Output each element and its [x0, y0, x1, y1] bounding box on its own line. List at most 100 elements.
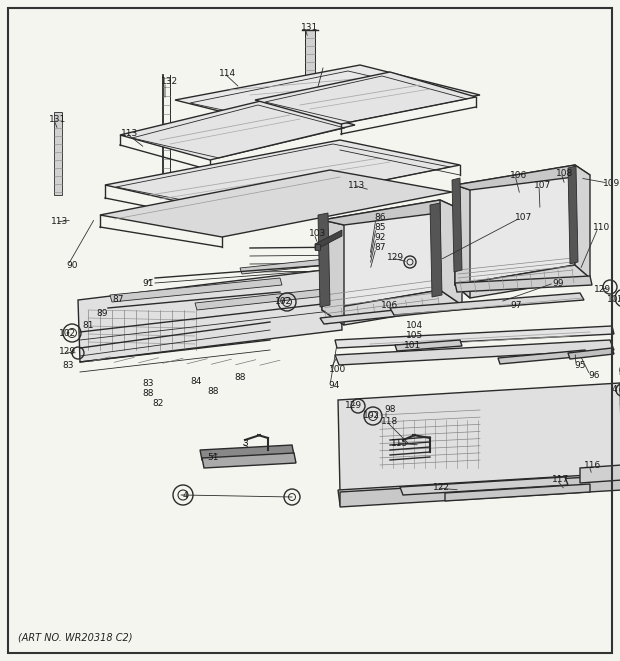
Polygon shape [338, 473, 620, 505]
Text: 81: 81 [82, 321, 94, 329]
Text: 102: 102 [608, 295, 620, 305]
Text: 106: 106 [381, 301, 399, 311]
Polygon shape [445, 484, 590, 501]
Text: 101: 101 [404, 340, 422, 350]
Polygon shape [440, 200, 462, 305]
Text: 83: 83 [142, 379, 154, 387]
Text: 115: 115 [391, 438, 409, 447]
Text: 99: 99 [552, 278, 564, 288]
Text: 92: 92 [374, 233, 386, 243]
Polygon shape [322, 200, 440, 310]
Polygon shape [580, 465, 620, 483]
Text: 129: 129 [60, 348, 76, 356]
Text: 105: 105 [406, 330, 423, 340]
Polygon shape [340, 248, 462, 269]
Text: (ART NO. WR20318 C2): (ART NO. WR20318 C2) [18, 633, 133, 643]
Polygon shape [105, 140, 460, 212]
Text: 129: 129 [595, 286, 611, 295]
Text: 113: 113 [51, 217, 69, 227]
Polygon shape [400, 477, 568, 495]
Text: 104: 104 [407, 321, 423, 329]
Polygon shape [340, 475, 620, 507]
Text: 100: 100 [329, 366, 347, 375]
Text: 113: 113 [122, 128, 139, 137]
Polygon shape [455, 185, 470, 298]
Text: 85: 85 [374, 223, 386, 233]
Text: 122: 122 [433, 483, 450, 492]
Polygon shape [455, 265, 590, 298]
Text: 88: 88 [234, 373, 246, 383]
Text: 84: 84 [190, 377, 202, 385]
Text: 110: 110 [593, 223, 611, 233]
Text: 88: 88 [207, 387, 219, 395]
Polygon shape [455, 276, 592, 292]
Text: 87: 87 [374, 243, 386, 253]
Polygon shape [318, 213, 330, 307]
Text: 94: 94 [329, 381, 340, 389]
Text: 118: 118 [381, 416, 399, 426]
Polygon shape [322, 220, 344, 325]
Polygon shape [78, 268, 342, 362]
Text: 107: 107 [515, 214, 533, 223]
Polygon shape [322, 290, 462, 325]
Polygon shape [615, 397, 620, 411]
Polygon shape [120, 100, 355, 160]
Text: 114: 114 [219, 69, 237, 77]
Text: 51: 51 [207, 453, 219, 461]
Polygon shape [305, 30, 315, 85]
Text: 83: 83 [62, 360, 74, 369]
Polygon shape [430, 203, 442, 297]
Text: 131: 131 [50, 116, 66, 124]
Text: 95: 95 [574, 360, 586, 369]
Text: 131: 131 [301, 24, 319, 32]
Polygon shape [195, 285, 362, 310]
Polygon shape [395, 340, 462, 351]
Text: 117: 117 [552, 475, 570, 485]
Polygon shape [100, 170, 452, 237]
Text: 4: 4 [182, 490, 188, 500]
Text: 91: 91 [142, 278, 154, 288]
Text: 82: 82 [153, 399, 164, 407]
Polygon shape [335, 340, 614, 365]
Text: 97: 97 [510, 301, 522, 309]
Polygon shape [338, 383, 620, 492]
Polygon shape [568, 166, 578, 264]
Text: 102: 102 [275, 297, 293, 307]
Text: 103: 103 [309, 229, 327, 239]
Polygon shape [200, 445, 294, 460]
Polygon shape [455, 165, 590, 190]
Text: 82: 82 [618, 368, 620, 377]
Text: 90: 90 [66, 260, 78, 270]
Text: 102: 102 [363, 410, 381, 420]
Polygon shape [575, 165, 590, 278]
Polygon shape [335, 326, 614, 348]
Text: 98: 98 [384, 405, 396, 414]
Text: 107: 107 [534, 180, 552, 190]
Polygon shape [452, 178, 462, 272]
Text: 113: 113 [348, 180, 366, 190]
Polygon shape [240, 250, 412, 274]
Polygon shape [175, 65, 480, 130]
Text: 4: 4 [611, 385, 617, 395]
Polygon shape [568, 348, 614, 359]
Polygon shape [54, 112, 62, 195]
Polygon shape [202, 453, 296, 468]
Text: 132: 132 [161, 77, 179, 87]
Polygon shape [455, 165, 575, 285]
Text: 106: 106 [510, 171, 528, 180]
Text: 96: 96 [588, 371, 600, 379]
Polygon shape [110, 278, 282, 302]
Text: 129: 129 [345, 401, 363, 410]
Text: 87: 87 [112, 295, 124, 305]
Text: 108: 108 [556, 169, 574, 178]
Polygon shape [322, 200, 462, 225]
Text: 102: 102 [60, 329, 76, 338]
Polygon shape [255, 72, 476, 124]
Text: 86: 86 [374, 214, 386, 223]
Polygon shape [315, 230, 342, 250]
Text: 129: 129 [388, 254, 405, 262]
Text: 109: 109 [603, 178, 620, 188]
Polygon shape [315, 244, 320, 250]
Text: 88: 88 [142, 389, 154, 397]
Polygon shape [320, 302, 474, 324]
